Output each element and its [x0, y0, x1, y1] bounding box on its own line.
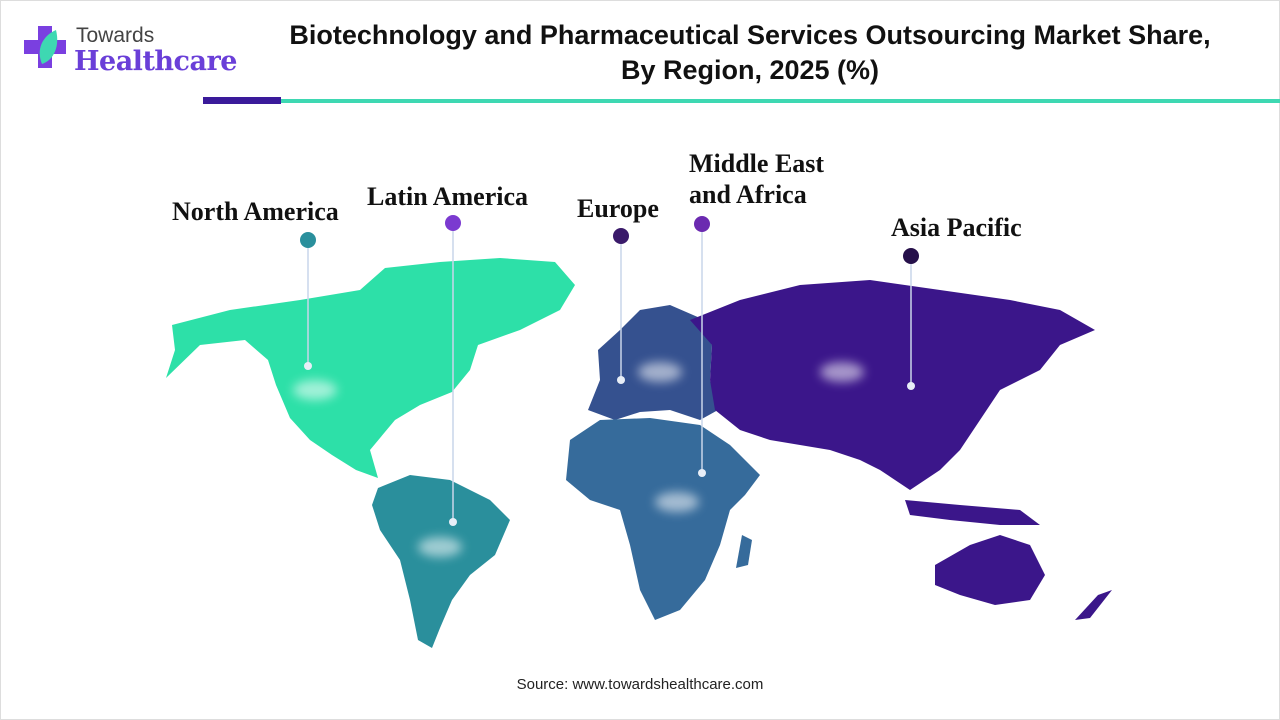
marker-mea [694, 216, 710, 232]
anchor-asia-pacific [907, 382, 915, 390]
region-latin-america[interactable] [372, 475, 510, 648]
chart-title: Biotechnology and Pharmaceutical Service… [289, 20, 1211, 85]
value-blur-mea [655, 492, 699, 512]
anchor-europe [617, 376, 625, 384]
medical-cross-leaf-icon [24, 26, 66, 68]
source-note: Source: www.towardshealthcare.com [516, 676, 764, 693]
marker-europe [613, 228, 629, 244]
value-blur-asia-pacific [820, 362, 864, 382]
marker-latin-america [445, 215, 461, 231]
region-asia-pacific[interactable] [690, 280, 1095, 490]
label-mea-line2: and Africa [689, 180, 807, 209]
brand-bottom: Healthcare [74, 46, 237, 77]
value-blur-north-america [293, 380, 337, 400]
brand-top: Towards [76, 24, 155, 47]
value-blur-europe [638, 362, 682, 382]
label-asia-pacific: Asia Pacific [891, 213, 1022, 242]
marker-asia-pacific [903, 248, 919, 264]
marker-north-america [300, 232, 316, 248]
label-mea: Middle East and Africa [689, 148, 824, 210]
label-north-america: North America [172, 197, 339, 226]
anchor-north-america [304, 362, 312, 370]
region-north-america[interactable] [166, 258, 575, 478]
brand-logo: Towards Healthcare [22, 22, 242, 82]
label-latin-america: Latin America [367, 182, 529, 211]
label-mea-line1: Middle East [689, 149, 825, 178]
anchor-mea [698, 469, 706, 477]
label-europe: Europe [577, 194, 659, 223]
title-underline-accent [203, 97, 281, 104]
region-madagascar[interactable] [736, 535, 752, 568]
value-blur-latin-america [418, 537, 462, 557]
region-australia[interactable] [935, 535, 1045, 605]
anchor-latin-america [449, 518, 457, 526]
region-middle-east-africa[interactable] [566, 418, 760, 620]
region-new-zealand[interactable] [1075, 590, 1112, 620]
title-underline [281, 99, 1280, 103]
region-indonesia[interactable] [905, 500, 1040, 525]
